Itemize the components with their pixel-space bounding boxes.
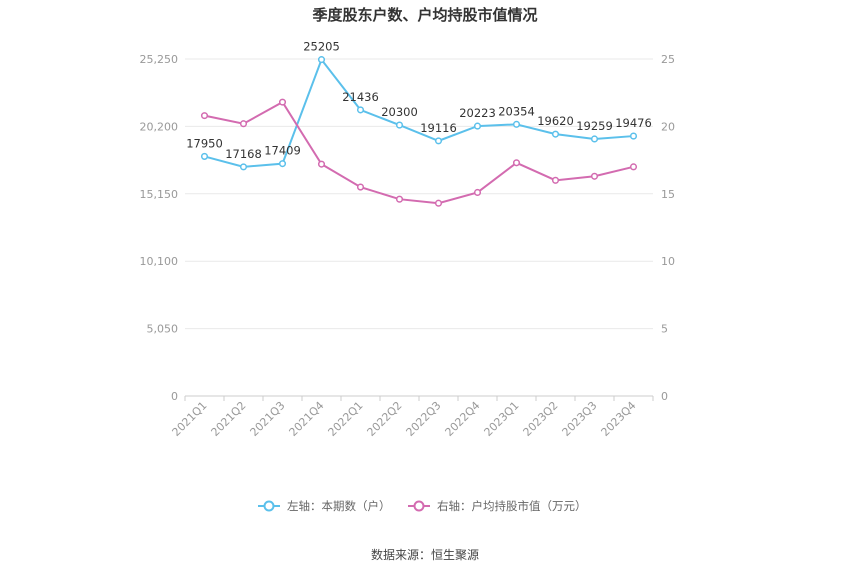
- x-axis: 2021Q12021Q22021Q32021Q42022Q12022Q22022…: [170, 396, 654, 439]
- right-tick-label: 25: [661, 53, 675, 66]
- x-tick-label: 2021Q2: [209, 399, 249, 439]
- series-1-point: [278, 160, 287, 168]
- x-tick-label: 2021Q3: [248, 399, 288, 439]
- x-tick-label: 2022Q4: [443, 399, 483, 439]
- legend-marker: [413, 500, 425, 512]
- x-tick-label: 2022Q2: [365, 399, 405, 439]
- series-2-point: [551, 176, 560, 184]
- x-tick-label: 2023Q2: [521, 399, 561, 439]
- x-tick-label: 2023Q1: [482, 399, 522, 439]
- data-label: 17950: [186, 136, 223, 150]
- right-tick-label: 5: [661, 323, 668, 336]
- series-line-1: [204, 57, 634, 168]
- series-1-point: [629, 132, 638, 140]
- left-tick-label: 25,250: [140, 53, 179, 66]
- series-2-point: [434, 199, 443, 207]
- x-tick-label: 2023Q3: [560, 399, 600, 439]
- series-2-point: [356, 183, 365, 191]
- data-label: 17409: [264, 144, 301, 158]
- left-tick-label: 10,100: [140, 255, 179, 268]
- series-1-point: [551, 130, 560, 138]
- legend-marker: [263, 500, 275, 512]
- right-tick-label: 10: [661, 255, 675, 268]
- legend-label: 左轴：本期数（户）: [287, 499, 391, 513]
- legend: 左轴：本期数（户） 右轴：户均持股市值（万元）: [258, 499, 587, 513]
- series-1-point: [200, 152, 209, 160]
- series-2-point: [629, 163, 638, 171]
- series-1-point: [239, 163, 248, 171]
- series-2-point: [200, 112, 209, 120]
- series-1-point: [512, 120, 521, 128]
- data-label: 19620: [537, 114, 574, 128]
- series-1-point: [590, 135, 599, 143]
- data-label: 20354: [498, 104, 535, 118]
- x-tick-label: 2022Q3: [404, 399, 444, 439]
- right-tick-label: 20: [661, 120, 675, 133]
- legend-label: 右轴：户均持股市值（万元）: [437, 499, 587, 513]
- series-2-point: [590, 172, 599, 180]
- left-axis: 0 5,050 10,100 15,150 20,200 25,250: [140, 53, 179, 403]
- right-axis: 0 5 10 15 20 25: [661, 53, 675, 403]
- data-label: 25205: [303, 40, 340, 54]
- series-1-point: [356, 106, 365, 114]
- right-tick-label: 15: [661, 188, 675, 201]
- left-tick-label: 20,200: [140, 120, 179, 133]
- x-tick-label: 2021Q4: [287, 399, 327, 439]
- data-label: 21436: [342, 90, 379, 104]
- series-2-point: [395, 195, 404, 203]
- series-2-point: [473, 188, 482, 197]
- data-label: 20223: [459, 106, 496, 120]
- source-note: 数据来源：恒生聚源: [371, 547, 479, 562]
- data-label: 19116: [420, 121, 457, 135]
- series-2-point: [278, 98, 287, 106]
- x-tick-label: 2022Q1: [326, 399, 366, 439]
- series-1-point: [395, 121, 404, 129]
- left-tick-label: 0: [171, 390, 178, 403]
- grid: [185, 58, 653, 397]
- left-tick-label: 15,150: [140, 188, 179, 201]
- right-tick-label: 0: [661, 390, 668, 403]
- x-tick-label: 2023Q4: [599, 399, 639, 439]
- data-label: 19259: [576, 119, 613, 133]
- series-2-point: [317, 160, 326, 168]
- data-label: 19476: [615, 116, 652, 130]
- series-line-2: [204, 100, 634, 205]
- series-1-point: [473, 122, 482, 130]
- series-2-point: [512, 159, 521, 167]
- left-tick-label: 5,050: [147, 323, 179, 336]
- series-2-point: [239, 120, 248, 128]
- chart-title: 季度股东户数、户均持股市值情况: [312, 6, 537, 24]
- series-1-point: [317, 56, 326, 64]
- data-label: 17168: [225, 147, 262, 161]
- data-label: 20300: [381, 105, 418, 119]
- series-1-point: [434, 137, 443, 145]
- x-tick-label: 2021Q1: [170, 399, 210, 439]
